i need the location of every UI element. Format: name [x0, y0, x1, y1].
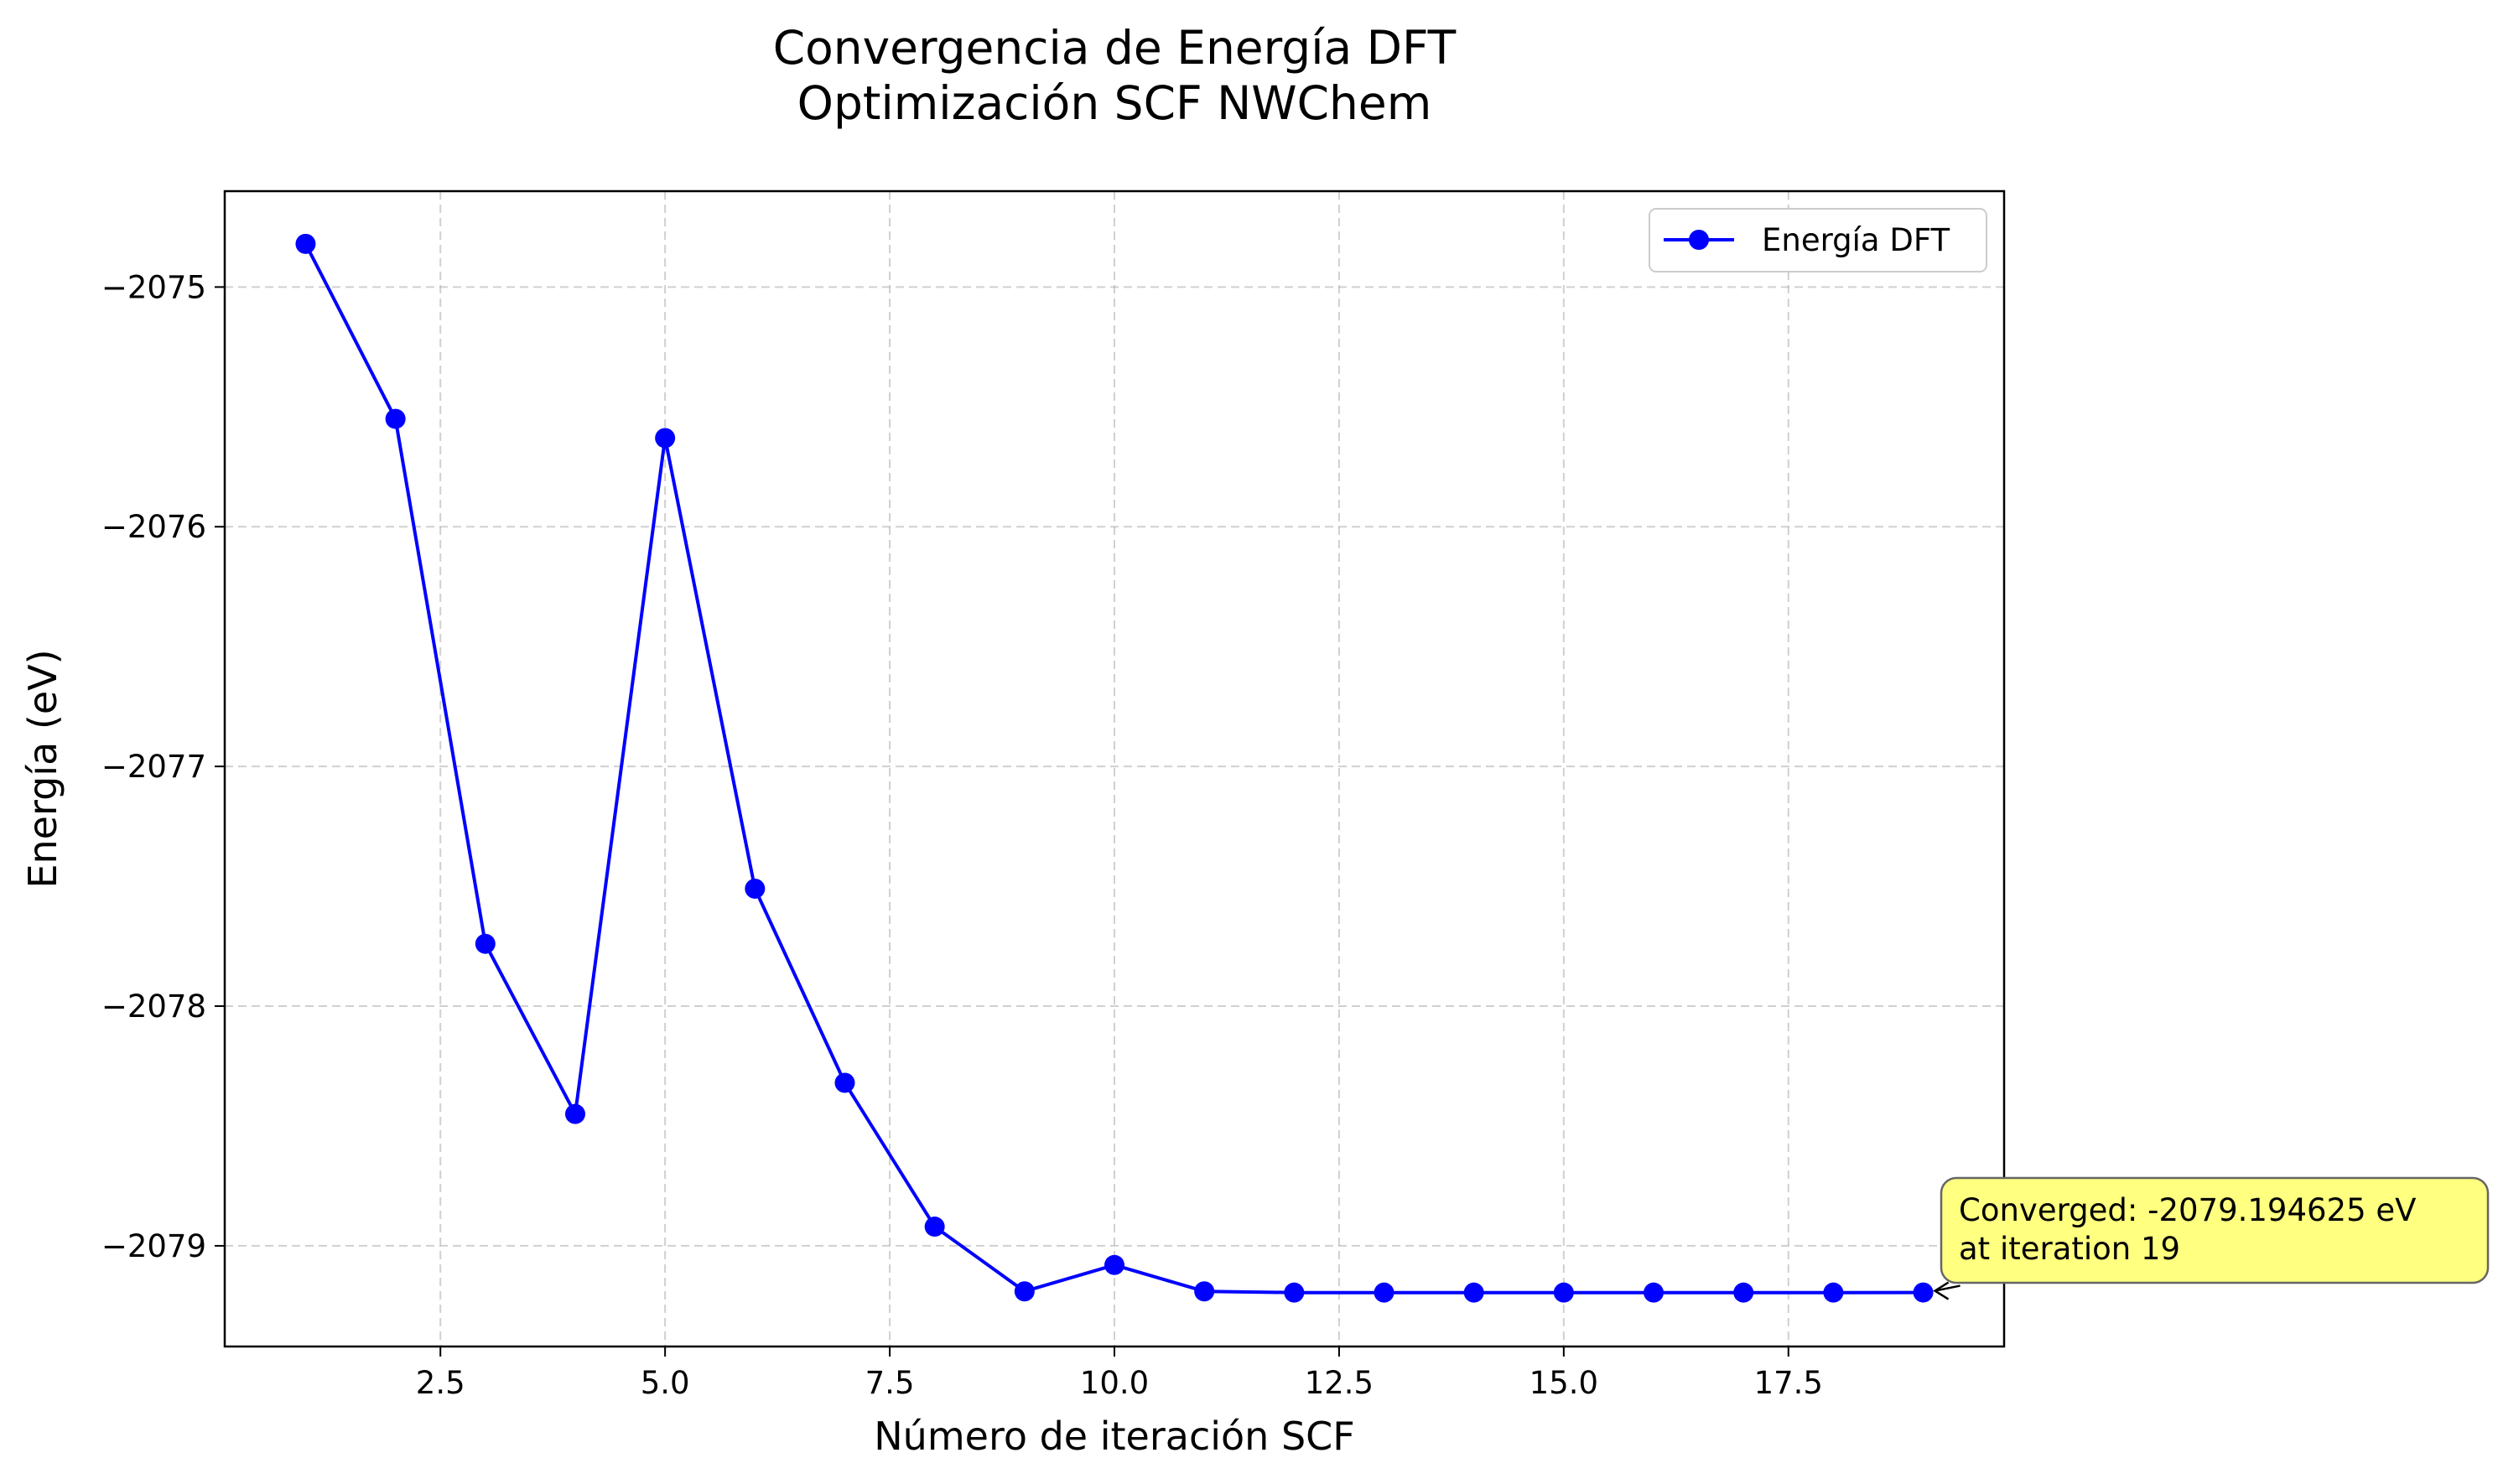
data-point: [1733, 1282, 1754, 1303]
y-tick-label: −2076: [101, 509, 206, 545]
data-point: [1374, 1282, 1394, 1303]
data-point: [1014, 1281, 1035, 1302]
x-axis-label: Número de iteración SCF: [874, 1414, 1354, 1459]
data-point: [655, 428, 676, 449]
chart-title-line-1: Convergencia de Energía DFT: [773, 21, 1457, 75]
data-point: [1463, 1282, 1484, 1303]
data-point: [564, 1103, 585, 1124]
y-tick-label: −2078: [101, 988, 206, 1025]
annotation-arrow: [1933, 1281, 1960, 1300]
x-tick-label: 10.0: [1080, 1365, 1149, 1401]
x-tick-label: 7.5: [865, 1365, 915, 1401]
data-point: [1913, 1282, 1934, 1303]
data-point: [385, 408, 406, 429]
x-tick-label: 17.5: [1754, 1365, 1823, 1401]
legend-box: [1649, 208, 1987, 272]
grid: [225, 191, 2004, 1346]
data-point: [475, 933, 496, 954]
data-point: [745, 878, 766, 899]
data-point: [1644, 1282, 1664, 1303]
data-point: [1104, 1254, 1124, 1275]
chart-title: Convergencia de Energía DFT Optimización…: [773, 21, 1457, 130]
legend-marker-swatch: [1689, 230, 1709, 250]
x-tick-label: 15.0: [1529, 1365, 1598, 1401]
data-point: [1553, 1282, 1574, 1303]
chart-title-line-2: Optimización SCF NWChem: [797, 76, 1432, 130]
y-tick-label: −2077: [101, 749, 206, 785]
data-point: [1284, 1282, 1305, 1303]
y-tick-label: −2075: [101, 269, 206, 305]
y-axis-label: Energía (eV): [20, 649, 65, 888]
annotation-line-2: at iteration 19: [1959, 1231, 2180, 1267]
x-tick-label: 2.5: [416, 1365, 465, 1401]
x-tick-label: 12.5: [1305, 1365, 1374, 1401]
annotation-box: [1940, 1176, 2490, 1284]
data-point: [924, 1217, 945, 1238]
legend-label: Energía DFT: [1762, 222, 1950, 258]
data-point: [1823, 1282, 1844, 1303]
y-tick-label: −2079: [101, 1228, 206, 1264]
annotation-line-1: Converged: -2079.194625 eV: [1959, 1192, 2416, 1228]
data-point: [295, 233, 316, 254]
series-layer: [295, 233, 1934, 1303]
x-tick-label: 5.0: [641, 1365, 690, 1401]
data-point: [834, 1072, 855, 1093]
annotation: Converged: -2079.194625 eV at iteration …: [1933, 1176, 2490, 1300]
axis-ticks: 2.5 5.0 7.5 10.0 12.5 15.0 17.5 −2075 −2076 −2077…: [101, 269, 1823, 1401]
legend: Energía DFT: [1649, 208, 1987, 272]
data-point: [1194, 1281, 1215, 1302]
